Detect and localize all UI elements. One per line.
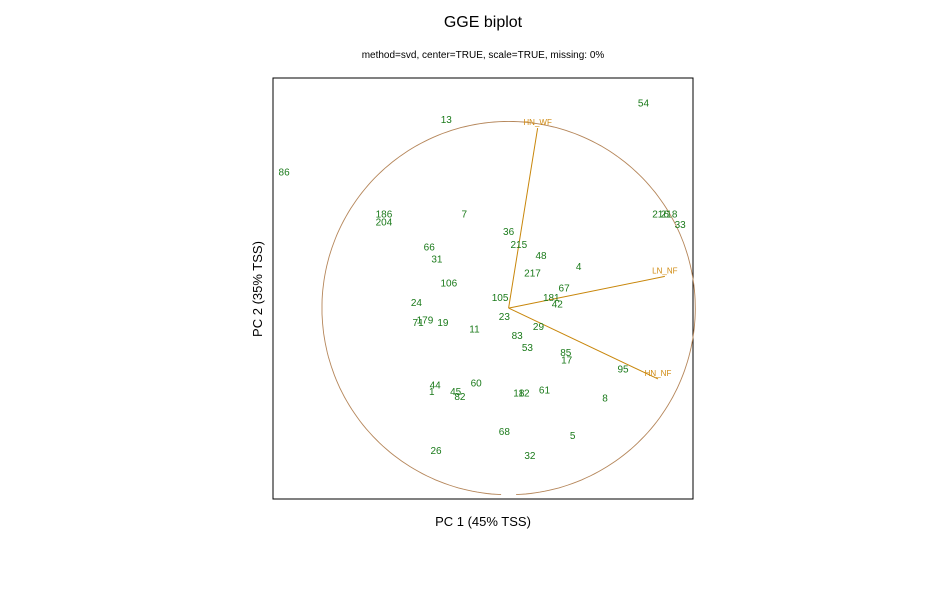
genotype-label: 215 xyxy=(511,240,528,251)
genotype-label: 24 xyxy=(411,298,423,309)
genotype-label: 179 xyxy=(417,315,434,326)
genotype-label: 42 xyxy=(552,299,564,310)
environment-vector xyxy=(508,275,665,309)
genotype-label: 44 xyxy=(430,380,442,391)
genotype-label: 1 xyxy=(429,387,435,398)
genotype-label: 85 xyxy=(560,348,572,359)
genotype-label: 18 xyxy=(513,389,525,400)
environment-vector xyxy=(508,127,539,309)
genotype-label: 26 xyxy=(430,446,442,457)
genotype-label: 31 xyxy=(431,254,443,265)
genotype-label: 7 xyxy=(461,209,467,220)
y-axis-label: PC 2 (35% TSS) xyxy=(250,241,265,337)
genotype-label: 19 xyxy=(437,318,449,329)
genotype-label: 5 xyxy=(570,431,576,442)
plot-frame xyxy=(272,77,694,500)
genotype-label: 11 xyxy=(469,324,480,335)
genotype-label: 4 xyxy=(576,262,582,273)
unit-circle xyxy=(321,120,696,496)
genotype-label: 29 xyxy=(533,322,545,333)
genotype-label: 105 xyxy=(492,293,509,304)
circle-layer xyxy=(321,120,696,496)
genotype-label: 61 xyxy=(539,385,551,396)
genotype-label: 106 xyxy=(441,279,458,290)
environment-label: HN_WF xyxy=(523,118,552,127)
genotype-label: 67 xyxy=(559,284,571,295)
environment-label: HN_NF xyxy=(645,369,672,378)
genotype-label: 186 xyxy=(376,209,393,220)
genotype-label: 23 xyxy=(499,312,511,323)
genotype-label: 218 xyxy=(661,209,678,220)
genotype-label: 17 xyxy=(561,355,573,366)
genotype-label: 45 xyxy=(450,387,462,398)
genotype-label: 48 xyxy=(535,251,547,262)
genotype-label: 82 xyxy=(454,392,466,403)
genotype-label: 181 xyxy=(543,293,560,304)
genotype-label: 68 xyxy=(499,427,511,438)
genotype-label: 32 xyxy=(524,451,536,462)
genotype-label: 217 xyxy=(524,269,541,280)
genotype-label: 12 xyxy=(518,389,530,400)
genotype-label: 204 xyxy=(376,218,393,229)
genotype-label: 66 xyxy=(424,243,436,254)
chart-subtitle: method=svd, center=TRUE, scale=TRUE, mis… xyxy=(362,50,605,61)
environment-label: LN_NF xyxy=(652,266,677,275)
genotype-label: 60 xyxy=(471,379,483,390)
environment-vectors: HN_WF LN_NF HN_NF xyxy=(508,118,678,380)
genotype-label: 8 xyxy=(602,394,608,405)
genotype-label: 36 xyxy=(503,227,515,238)
genotype-label: 33 xyxy=(675,220,687,231)
x-axis-label: PC 1 (45% TSS) xyxy=(435,514,531,529)
genotype-label: 54 xyxy=(638,99,650,110)
genotype-label: 216 xyxy=(652,209,669,220)
genotype-label: 95 xyxy=(617,364,629,375)
environment-vector xyxy=(508,307,659,380)
genotype-label: 83 xyxy=(512,331,524,342)
genotype-label: 71 xyxy=(413,318,425,329)
chart-title: GGE biplot xyxy=(444,14,523,31)
genotype-label: 13 xyxy=(441,115,453,126)
genotype-label: 53 xyxy=(522,343,534,354)
genotype-label: 86 xyxy=(279,168,291,179)
